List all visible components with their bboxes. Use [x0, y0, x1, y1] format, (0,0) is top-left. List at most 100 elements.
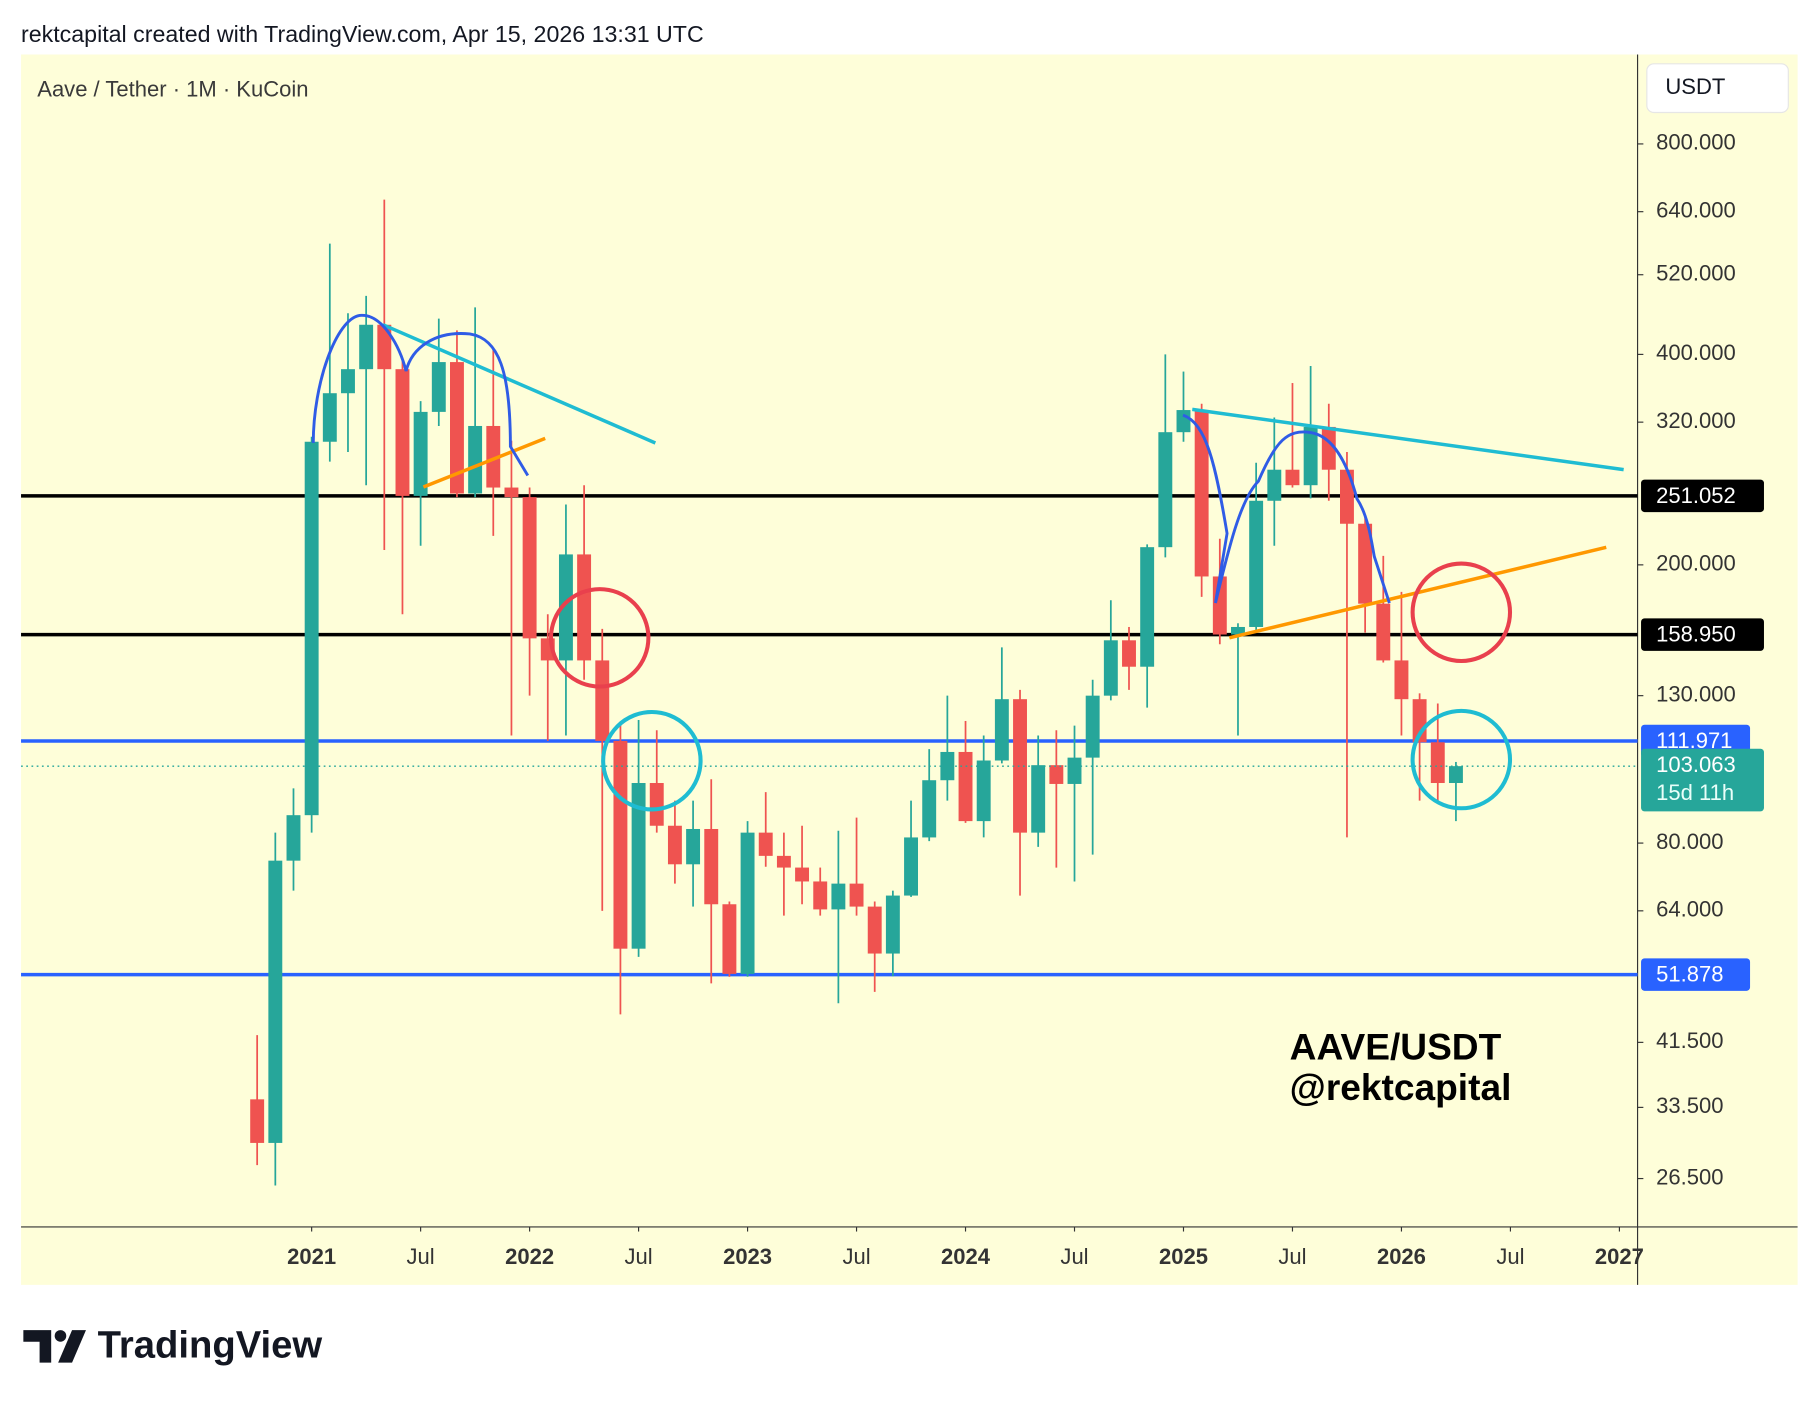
candle-body — [940, 751, 955, 781]
candle-body — [1430, 742, 1445, 784]
logo: TradingView — [23, 1324, 322, 1367]
candle-body — [595, 660, 610, 741]
candle-body — [649, 783, 664, 826]
x-tick-label: 2022 — [505, 1244, 554, 1269]
candle-body — [449, 362, 464, 494]
candle-body — [1194, 410, 1209, 577]
candle-body — [1376, 603, 1391, 661]
x-tick-label: Jul — [1278, 1244, 1306, 1269]
circle-drawing — [1410, 708, 1513, 811]
level-label-box — [1641, 618, 1764, 651]
y-tick-label: 800.000 — [1656, 130, 1736, 155]
candle-body — [359, 324, 374, 370]
candle-body — [577, 554, 592, 661]
candle-body — [1122, 640, 1136, 667]
candle-body — [994, 699, 1009, 761]
candle-body — [341, 369, 355, 394]
candle-body — [522, 497, 537, 639]
candle-body — [1303, 426, 1318, 486]
circle-drawing — [548, 587, 651, 689]
y-tick-label: 41.500 — [1656, 1028, 1723, 1053]
x-tick-label: Jul — [407, 1244, 435, 1269]
y-tick-label: 130.000 — [1656, 681, 1736, 706]
logo-icon — [23, 1330, 52, 1363]
candle-body — [322, 393, 337, 442]
candle-body — [1085, 695, 1100, 758]
header: rektcapital created with TradingView.com… — [21, 21, 704, 47]
candle-body — [1358, 523, 1373, 604]
currency-button[interactable] — [1646, 63, 1789, 114]
candle-body — [1140, 547, 1155, 667]
candle-body — [1285, 469, 1300, 486]
annotation: AAVE/USDT — [1290, 1025, 1502, 1067]
level-label-box — [1641, 479, 1764, 513]
candle-body — [667, 825, 682, 865]
y-tick-label: 640.000 — [1656, 198, 1736, 223]
x-tick-label: 2026 — [1377, 1244, 1426, 1269]
x-tick-label: Jul — [1496, 1244, 1524, 1269]
y-tick-label: 320.000 — [1656, 408, 1736, 433]
candle-body — [1340, 469, 1354, 524]
level-label-box — [1641, 958, 1751, 991]
candle-body — [1013, 699, 1027, 833]
x-tick-label: Jul — [842, 1244, 870, 1269]
candle-body — [722, 904, 737, 974]
last-price-box — [1641, 748, 1764, 812]
arc-drawing — [311, 313, 530, 477]
annotation: @rektcapital — [1290, 1066, 1512, 1108]
candle-body — [504, 487, 519, 498]
candle-body — [867, 906, 882, 954]
candle-body — [813, 881, 828, 910]
level-label: 51.878 — [1656, 962, 1723, 987]
candle-body — [1448, 766, 1463, 784]
candle-body — [431, 362, 446, 412]
candle-body — [286, 815, 301, 861]
y-tick-label: 520.000 — [1656, 261, 1736, 286]
trendline — [422, 436, 546, 489]
candle-body — [1067, 757, 1082, 784]
candle-body — [1049, 765, 1064, 784]
trendline — [1192, 407, 1624, 472]
plot — [21, 143, 1644, 1232]
circle-drawing — [1410, 561, 1513, 664]
y-tick-label: 64.000 — [1656, 897, 1723, 922]
candle-body — [976, 760, 991, 822]
y-tick-label: 400.000 — [1656, 340, 1736, 365]
candle-body — [922, 780, 937, 838]
candle-body — [831, 883, 846, 910]
candle-body — [958, 751, 973, 822]
currency-label: USDT — [1665, 74, 1725, 99]
arc-drawing — [1182, 413, 1391, 604]
candle-body — [558, 554, 573, 661]
circle-drawing — [601, 709, 703, 812]
x-tick-label: 2024 — [941, 1244, 991, 1269]
candle-body — [1176, 410, 1191, 433]
candle-body — [1031, 765, 1046, 833]
y-tick-label: 200.000 — [1656, 551, 1736, 576]
trendline — [382, 323, 657, 445]
candle-body — [613, 740, 628, 949]
candle-body — [704, 828, 719, 905]
candle-body — [395, 369, 410, 496]
x-tick-label: 2027 — [1595, 1244, 1644, 1269]
chart-background — [21, 54, 1798, 1285]
candle-body — [1231, 626, 1245, 635]
x-tick-label: Jul — [625, 1244, 653, 1269]
candle-body — [468, 425, 483, 494]
logo-text: TradingView — [98, 1324, 323, 1367]
candle-body — [1158, 432, 1173, 548]
x-tick-label: Jul — [1060, 1244, 1088, 1269]
candle-body — [758, 832, 773, 856]
candle-body — [268, 860, 283, 1143]
drawings — [311, 313, 1624, 812]
y-tick-label: 33.500 — [1656, 1093, 1723, 1118]
chart-title: Aave / Tether · 1M · KuCoin — [37, 76, 308, 101]
last-price-label: 103.063 — [1656, 752, 1736, 777]
candle-body — [1103, 640, 1118, 696]
candle-body — [1267, 469, 1282, 501]
candle-body — [377, 324, 392, 370]
level-label: 251.052 — [1656, 483, 1736, 508]
countdown-label: 15d 11h — [1656, 780, 1734, 805]
